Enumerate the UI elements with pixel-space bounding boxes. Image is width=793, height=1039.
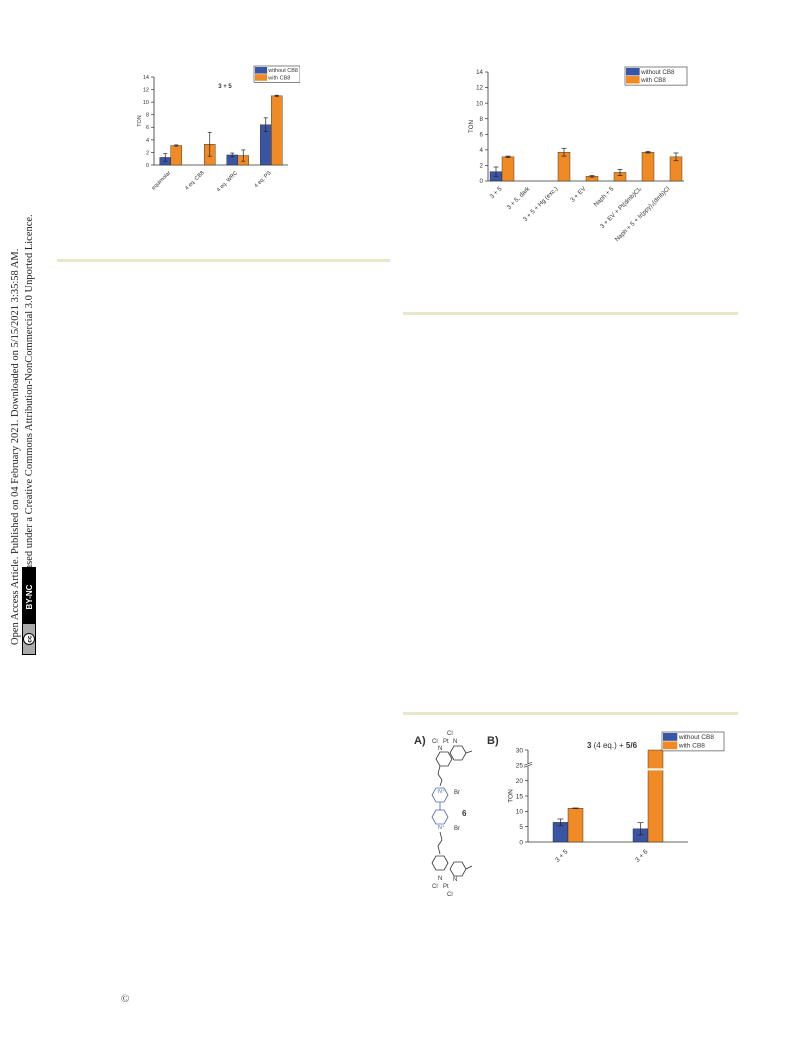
y-tick-label: 10 bbox=[143, 100, 149, 106]
y-tick-label: 8 bbox=[146, 113, 149, 119]
x-tick-label: 3 + 6 bbox=[634, 848, 650, 864]
legend-swatch bbox=[626, 76, 640, 84]
y-tick-label: 30 bbox=[516, 747, 524, 754]
bar-with-cb8 bbox=[567, 808, 584, 843]
chart-legend: without CB8 with CB8 bbox=[661, 731, 725, 752]
y-tick-label: 12 bbox=[476, 85, 483, 92]
y-axis-label: TON bbox=[468, 120, 475, 133]
chart-title: 3 + 5 bbox=[218, 84, 232, 90]
bar-with-cb8 bbox=[170, 145, 182, 166]
axis-break-mark bbox=[523, 764, 533, 768]
legend-swatch bbox=[255, 67, 268, 74]
chart-title: 3 (4 eq.) + 5/6 bbox=[587, 741, 638, 750]
bar-with-cb8 bbox=[501, 156, 515, 182]
bar-with-cb8 bbox=[641, 151, 655, 182]
pt-label: Pt bbox=[443, 739, 449, 745]
compound-6-structure: A) Cl Cl Pt N N N⁺ Br 6 N⁺ Br N N Cl Pt … bbox=[414, 731, 473, 898]
y-tick-label: 8 bbox=[480, 116, 484, 123]
br-label: Br bbox=[454, 826, 460, 832]
x-tick-label: 4 eq. WRC bbox=[216, 170, 239, 193]
x-tick-label: equimolar bbox=[151, 170, 172, 191]
y-tick-label: 6 bbox=[480, 131, 484, 138]
y-axis-label: TON bbox=[137, 115, 143, 127]
chart-ton-conditions: 0 2 4 6 8 10 12 14 TON equimolar 4 eq. CB8 4 eq. WR… bbox=[137, 65, 300, 193]
y-tick-label: 10 bbox=[476, 100, 483, 107]
n-plus-label: N⁺ bbox=[438, 824, 445, 831]
x-tick-label: 3 + 5 bbox=[489, 185, 504, 200]
legend-swatch bbox=[626, 68, 640, 76]
panel-b-label: B) bbox=[487, 735, 499, 747]
axis-break-gap bbox=[524, 763, 532, 767]
legend-swatch bbox=[255, 74, 268, 81]
x-tick-label: 3 + EV bbox=[569, 185, 588, 204]
cc-badge-symbol: cc bbox=[27, 635, 34, 643]
x-tick-label: 4 eq. PS bbox=[253, 170, 272, 189]
copyright-symbol: © bbox=[121, 993, 130, 1005]
y-tick-label: 14 bbox=[143, 75, 149, 81]
axis-break-mark bbox=[523, 762, 533, 766]
x-tick-label: 4 eq. CB8 bbox=[184, 170, 206, 192]
pt-label: Pt bbox=[443, 884, 449, 890]
bar-with-cb8 bbox=[557, 151, 571, 182]
n-plus-label: N⁺ bbox=[438, 788, 445, 795]
y-tick-label: 0 bbox=[480, 178, 484, 185]
y-axis-label: TON bbox=[507, 789, 514, 803]
legend-label: with CB8 bbox=[678, 743, 705, 750]
y-tick-label: 15 bbox=[516, 793, 524, 800]
legend-box bbox=[661, 731, 725, 752]
legend-label: without CB8 bbox=[640, 69, 675, 76]
cl-label: Cl bbox=[432, 739, 438, 745]
x-tick-label: 3 + 5 bbox=[554, 848, 570, 864]
n-label: N bbox=[438, 746, 442, 752]
cl-label: Cl bbox=[447, 731, 453, 737]
legend-swatch bbox=[663, 733, 678, 741]
section-rule-2 bbox=[403, 312, 738, 315]
y-tick-label: 2 bbox=[480, 163, 484, 170]
cc-badge-text: BY-NC bbox=[25, 584, 34, 609]
panel-a-label: A) bbox=[414, 735, 426, 747]
legend-label: with CB8 bbox=[267, 75, 290, 81]
legend-label: with CB8 bbox=[640, 77, 666, 84]
bar-with-cb8 bbox=[271, 95, 283, 166]
cc-license-badge[interactable]: cc BY-NC bbox=[22, 567, 110, 655]
y-tick-label: 14 bbox=[476, 69, 483, 76]
y-tick-label: 4 bbox=[480, 147, 484, 154]
n-label: N bbox=[453, 739, 457, 745]
x-tick-label: 3 + 5, dark bbox=[506, 185, 532, 211]
bar-with-cb8 bbox=[647, 749, 664, 843]
section-rule-3 bbox=[403, 712, 738, 715]
y-tick-label: 4 bbox=[146, 138, 149, 144]
legend-label: without CB8 bbox=[678, 734, 714, 741]
x-tick-label: Naph + 5 bbox=[593, 185, 616, 208]
legend-box bbox=[624, 66, 688, 86]
legend-label: without CB8 bbox=[267, 68, 298, 74]
compound-number-label: 6 bbox=[462, 809, 467, 818]
x-tick-label: Naph + 5 + Ir(ppy)₂(dmb)Cl bbox=[614, 185, 672, 243]
n-label: N bbox=[438, 876, 442, 882]
cl-label: Cl bbox=[432, 884, 438, 890]
n-label: N bbox=[453, 877, 457, 883]
cl-label: Cl bbox=[447, 892, 453, 898]
y-tick-label: 0 bbox=[146, 163, 149, 169]
y-tick-label: 2 bbox=[146, 150, 149, 156]
y-tick-label: 0 bbox=[519, 839, 523, 846]
y-tick-label: 6 bbox=[146, 125, 149, 131]
section-rule-1 bbox=[57, 259, 390, 262]
y-tick-label: 10 bbox=[516, 809, 524, 816]
br-label: Br bbox=[454, 790, 460, 796]
y-tick-label: 5 bbox=[519, 824, 523, 831]
y-tick-label: 25 bbox=[516, 763, 524, 770]
y-tick-label: 12 bbox=[143, 87, 149, 93]
legend-swatch bbox=[663, 741, 678, 750]
y-tick-label: 20 bbox=[516, 778, 524, 785]
sidebar-line-published: Open Access Article. Published on 04 Feb… bbox=[10, 248, 21, 645]
